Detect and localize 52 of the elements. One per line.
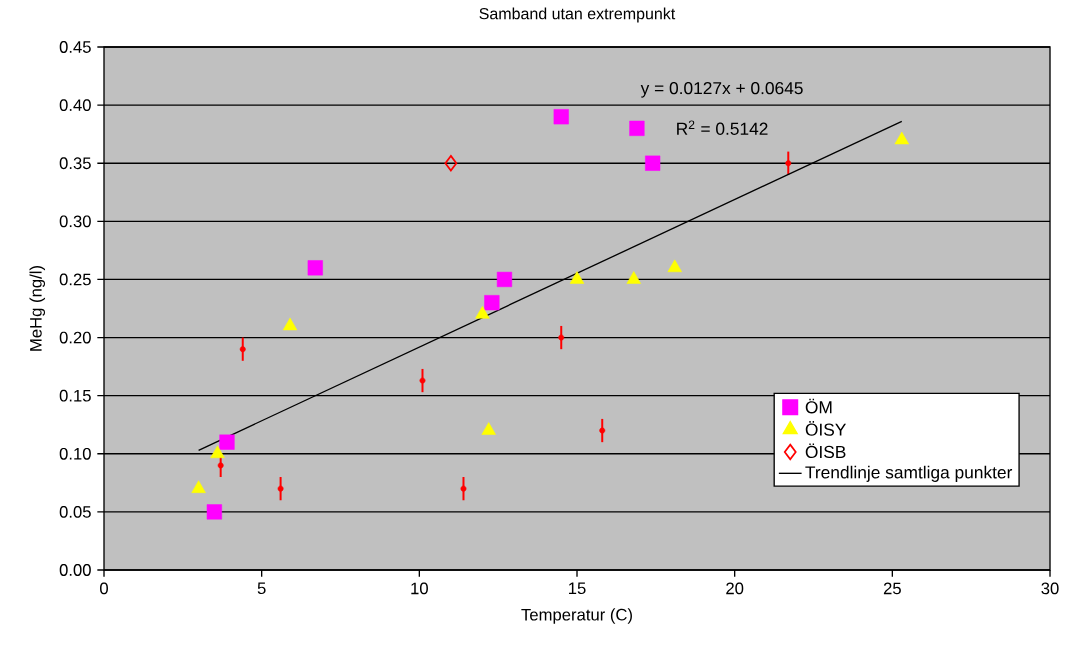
y-tick-label: 0.25 — [59, 273, 91, 286]
y-tick-label: 0.15 — [59, 389, 91, 402]
point — [569, 271, 585, 284]
legend-label: Trendlinje samtliga punkter — [805, 465, 1013, 482]
y-tick-label: 0.00 — [59, 564, 91, 576]
y-tick-label: 0.30 — [59, 215, 91, 228]
x-tick-label: 25 — [883, 582, 901, 595]
point — [219, 434, 235, 450]
x-tick-label: 5 — [257, 582, 266, 595]
point — [481, 422, 496, 435]
point — [558, 334, 565, 341]
point — [475, 306, 490, 319]
point — [277, 485, 284, 492]
point — [460, 485, 467, 492]
y-tick-label: 0.20 — [59, 331, 91, 344]
point — [667, 259, 682, 273]
x-tick-label: 10 — [411, 582, 428, 595]
y-tick-label: 0.05 — [59, 506, 91, 518]
annotation: R$^{2}$ = 0.5142 — [677, 120, 768, 135]
point — [484, 295, 500, 311]
point — [419, 377, 426, 384]
legend-label: ÖISY — [805, 421, 846, 436]
point — [191, 480, 206, 493]
point — [217, 462, 224, 469]
point — [553, 109, 569, 125]
point — [629, 120, 645, 136]
x-axis-title: Temperatur (C) — [521, 608, 632, 624]
point — [626, 271, 641, 284]
y-tick-label: 0.10 — [59, 447, 91, 460]
point — [894, 131, 909, 145]
legend-label: ÖM — [805, 398, 832, 414]
x-tick-label: 30 — [1041, 582, 1059, 595]
y-tick-label: 0.45 — [59, 41, 91, 53]
y-axis-title: MeHg (ng/l) — [29, 266, 46, 351]
chart-title: Samband utan extrempunkt — [479, 7, 676, 23]
y-tick-label: 0.40 — [59, 99, 91, 112]
point — [785, 160, 792, 167]
point — [239, 346, 246, 353]
point — [206, 504, 222, 520]
annotation: y = 0.0127x + 0.0645 — [640, 82, 803, 98]
point — [444, 155, 458, 172]
point — [307, 260, 323, 276]
x-tick-label: 15 — [569, 582, 586, 595]
y-tick-label: 0.35 — [59, 157, 91, 170]
legend-label: ÖISB — [805, 443, 846, 459]
point — [645, 155, 661, 171]
point — [599, 427, 606, 434]
point — [210, 445, 225, 459]
x-tick-label: 0 — [100, 582, 108, 595]
x-tick-label: 20 — [726, 582, 744, 595]
point — [282, 317, 298, 331]
point — [496, 271, 513, 288]
